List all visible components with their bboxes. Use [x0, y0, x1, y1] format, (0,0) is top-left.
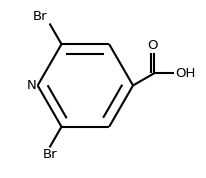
Text: O: O — [147, 39, 158, 52]
Text: N: N — [27, 79, 37, 92]
Text: Br: Br — [33, 10, 48, 23]
Text: Br: Br — [42, 148, 57, 161]
Text: OH: OH — [176, 67, 196, 80]
